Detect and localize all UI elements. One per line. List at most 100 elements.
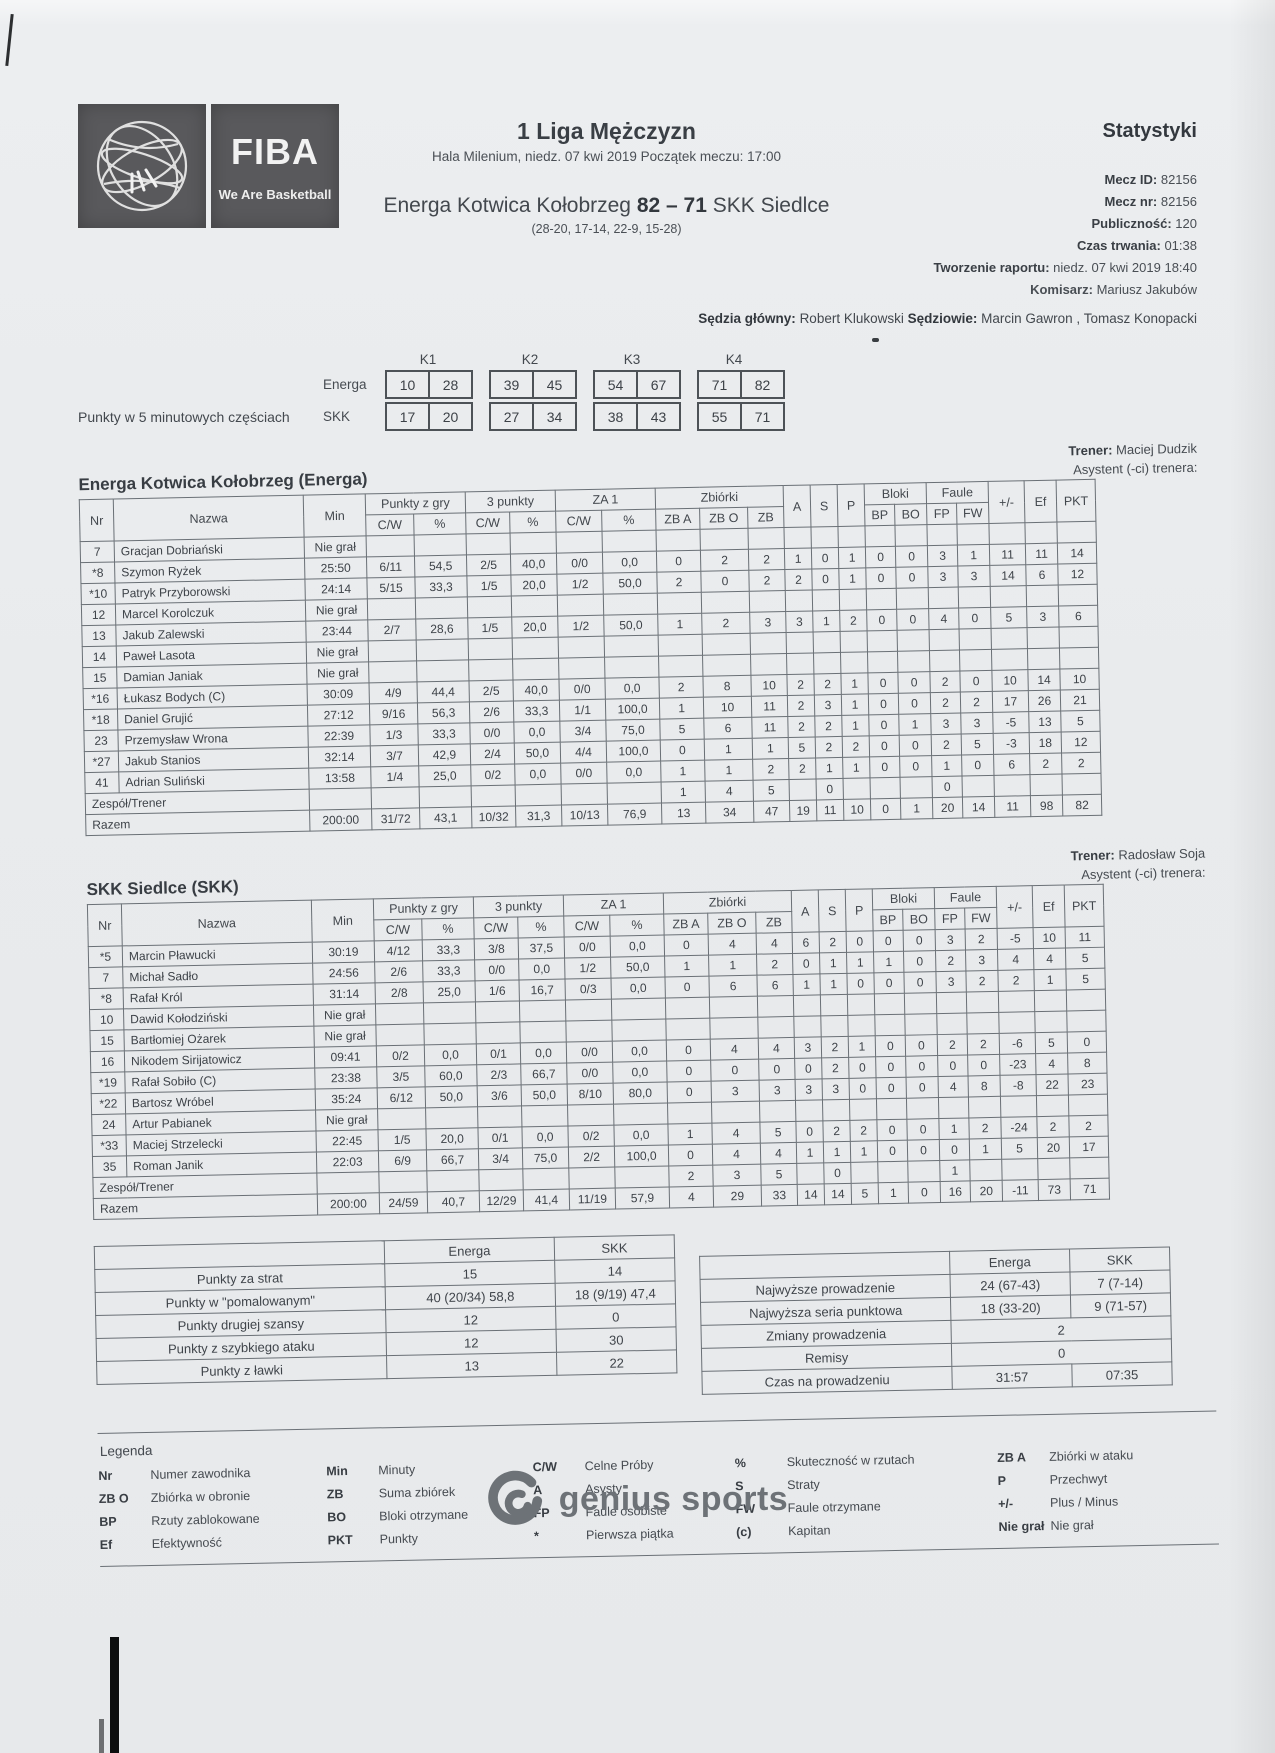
stat-cell: 2: [784, 568, 813, 591]
meta-line: Mecz nr: 82156: [1104, 194, 1198, 209]
stat-cell: 13: [1028, 711, 1062, 733]
stat-cell: 5: [760, 1163, 798, 1186]
stat-cell: [874, 993, 905, 1015]
stat-cell: -24: [1000, 1116, 1038, 1139]
player-number-cell: 15: [82, 666, 118, 689]
stat-cell: [897, 650, 930, 673]
stat-cell: 43,1: [419, 806, 472, 829]
summary-tables: Energa SKK Punkty za strat 15 14 Punkty w "po…: [94, 1224, 1216, 1407]
stat-cell: 5: [1035, 1031, 1068, 1054]
stat-cell: 0: [811, 547, 839, 569]
stat-cell: [1034, 1010, 1068, 1033]
legend-item: * Pierwsza piątka: [534, 1525, 728, 1543]
stat-cell: 2: [668, 1165, 714, 1187]
player-number-cell: *10: [80, 582, 116, 605]
legend-item: Ef Efektywność: [100, 1534, 320, 1552]
head-referee-name: Robert Klukowski: [799, 311, 904, 326]
footer-brand: genius sports: [0, 1470, 1275, 1528]
player-number-cell: *8: [80, 561, 115, 584]
stat-cell: [820, 1015, 849, 1037]
stat-cell: 1/4: [370, 765, 420, 788]
stat-cell: 10: [843, 798, 871, 821]
stat-cell: 0: [899, 734, 932, 757]
minutes-cell: 22:03: [316, 1150, 379, 1174]
stat-cell: 26: [1028, 690, 1061, 712]
quarter-headers: K1 K2 K3 K4: [385, 352, 785, 367]
stat-cell: 2/6: [469, 701, 514, 723]
stat-cell: 4: [760, 1142, 797, 1165]
minutes-cell: 23:44: [305, 619, 369, 643]
summary-value-skk: 22: [556, 1349, 677, 1376]
stat-cell: 4: [705, 780, 754, 803]
stat-cell: 2: [752, 758, 790, 781]
stat-cell: 1: [823, 1141, 851, 1163]
stat-cell: 6: [1025, 564, 1059, 586]
stat-cell: [936, 1012, 968, 1035]
stat-cell: 50,0: [603, 614, 659, 637]
stat-cell: 0: [666, 1039, 711, 1062]
stat-cell: 0/1: [476, 1042, 521, 1065]
quarter-points-section: Punkty w 5 minutowych częściach K1 K2 K3 K4…: [78, 352, 1197, 431]
stat-cell: 1: [898, 713, 932, 736]
stat-cell: [567, 1104, 614, 1127]
quarter-score-box: 10: [385, 370, 430, 399]
stat-cell: 0,0: [606, 761, 662, 784]
column-header: C/W: [563, 915, 611, 938]
column-header: Min: [303, 493, 367, 538]
summary-value-skk: 30: [556, 1326, 677, 1353]
summary-value-skk: 7 (7-14): [1069, 1269, 1171, 1295]
group-header: Zbiórki: [663, 890, 792, 915]
commissioner-label: Komisarz:: [1030, 282, 1093, 297]
stat-cell: 11: [751, 716, 789, 739]
meta-label: Mecz nr:: [1104, 194, 1158, 209]
summary-value-energa: 40 (20/34) 58,8: [385, 1283, 556, 1310]
home-team: Energa Kotwica Kołobrzeg: [383, 194, 631, 217]
minutes-cell: 35:24: [315, 1087, 378, 1111]
player-number-cell: 16: [90, 1050, 125, 1073]
stat-cell: 0: [668, 1144, 713, 1166]
column-header: FP: [926, 503, 957, 525]
stat-cell: 57,9: [615, 1186, 670, 1210]
minutes-cell: Nie grał: [313, 1003, 376, 1027]
group-header: Faule: [934, 886, 997, 909]
stat-cell: [840, 651, 868, 674]
stat-cell: 1/1: [559, 699, 606, 722]
stat-cell: 3: [965, 949, 998, 971]
stat-cell: [998, 990, 1035, 1013]
stat-cell: 40,7: [427, 1190, 480, 1213]
stat-cell: 0: [869, 756, 901, 778]
legend-item: PKT Punkty: [328, 1529, 527, 1548]
stat-cell: 18: [1029, 732, 1062, 754]
stat-cell: 1: [1033, 968, 1067, 991]
referees-names: Marcin Gawron , Tomasz Konopacki: [981, 311, 1197, 326]
group-header: Faule: [926, 481, 989, 504]
stat-cell: [700, 528, 749, 551]
meta-label: Publiczność:: [1091, 216, 1172, 231]
stat-cell: 6/9: [378, 1149, 427, 1172]
column-header: Nazwa: [121, 900, 313, 946]
stat-cell: 5: [1065, 968, 1106, 990]
stat-cell: 1: [840, 672, 869, 695]
group-header: Zbiórki: [655, 485, 784, 510]
stat-cell: [667, 1102, 712, 1124]
stat-cell: 0: [866, 609, 898, 631]
stat-cell: 33: [761, 1184, 798, 1207]
coach-label: Trener:: [1070, 847, 1115, 864]
stat-cell: 40,0: [512, 679, 560, 702]
summary-value-energa: 12: [386, 1329, 557, 1356]
stat-cell: [614, 1165, 670, 1189]
stat-cell: 0: [897, 671, 931, 694]
legend-text: Punkty: [379, 1531, 419, 1547]
stat-cell: [466, 533, 511, 555]
stat-cell: 3: [711, 1080, 760, 1103]
column-header: %: [421, 917, 475, 940]
stat-cell: 2: [786, 673, 815, 696]
legend-abbr: ZB A: [997, 1450, 1027, 1465]
stat-cell: [368, 639, 417, 662]
stat-cell: 6/11: [366, 555, 415, 578]
stat-cell: 14: [962, 796, 995, 819]
scan-artifact-speck: [872, 338, 879, 342]
stat-cell: 0: [865, 546, 896, 568]
stat-cell: 2: [937, 1033, 968, 1056]
stat-cell: 0/0: [566, 1062, 614, 1085]
